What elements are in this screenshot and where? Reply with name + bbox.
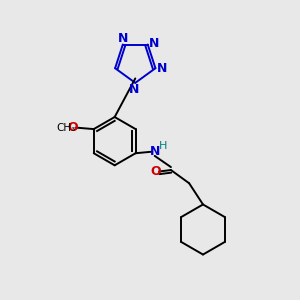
Text: N: N [157, 62, 167, 75]
Text: N: N [118, 32, 128, 44]
Text: O: O [67, 121, 78, 134]
Text: CH₃: CH₃ [56, 123, 76, 133]
Text: N: N [149, 37, 159, 50]
Text: N: N [129, 83, 139, 96]
Text: H: H [159, 142, 167, 152]
Text: N: N [149, 145, 160, 158]
Text: O: O [150, 165, 161, 178]
